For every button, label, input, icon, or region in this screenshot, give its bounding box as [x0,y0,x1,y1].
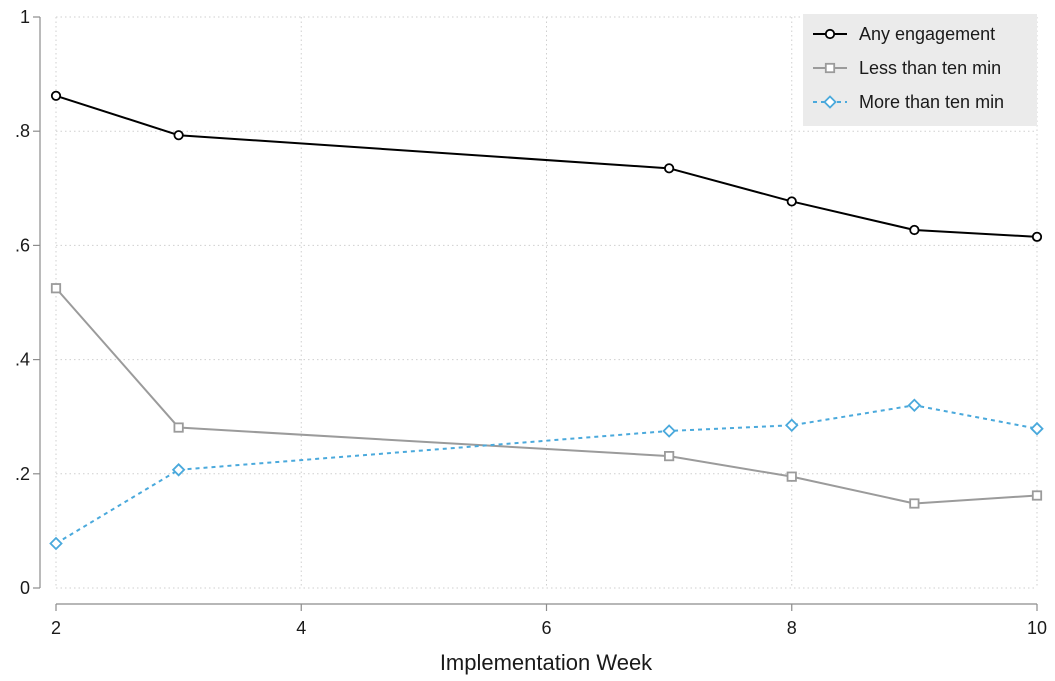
data-point [173,422,184,433]
legend: Any engagement Less than ten min More than… [803,14,1037,126]
data-point [1030,421,1044,436]
x-tick-label: 10 [1027,618,1047,638]
data-point [1031,490,1043,501]
data-point [664,450,675,462]
data-point [907,398,922,413]
series-0 [50,90,1043,242]
x-tick-label: 2 [51,618,61,638]
y-tick-label: .2 [15,464,30,484]
legend-label: Less than ten min [859,58,1001,78]
series-line [55,287,1038,505]
data-point [784,418,799,433]
data-point [909,224,920,236]
data-point [171,463,186,477]
legend-item: Less than ten min [813,58,1001,78]
data-point [49,536,63,551]
x-tick-label: 8 [787,618,797,638]
series-layer [49,90,1044,551]
y-tick-label: .6 [15,235,30,255]
series-2 [49,398,1044,551]
y-tick-label: .8 [15,121,30,141]
data-point [786,196,797,207]
data-point [1031,231,1043,242]
legend-swatch-marker [824,62,836,74]
data-point [909,498,920,509]
y-tick-label: 0 [20,578,30,598]
legend-item: More than ten min [813,92,1004,112]
x-tick-label: 4 [296,618,306,638]
x-tick-label: 6 [541,618,551,638]
legend-label: More than ten min [859,92,1004,112]
series-line [55,94,1038,238]
legend-swatch-marker [824,28,836,40]
data-point [50,283,62,294]
series-line [55,404,1038,545]
data-point [664,163,675,174]
legend-label: Any engagement [859,24,995,44]
x-axis-title: Implementation Week [440,650,653,675]
y-tick-label: 1 [20,7,30,27]
legend-box [803,14,1037,126]
legend-item: Any engagement [813,24,995,44]
data-point [50,90,62,101]
data-point [173,130,184,141]
series-1 [50,283,1043,509]
axis-layer: 0 .2 .4 .6 .8 1 2 4 6 8 10 [15,7,1047,638]
data-point [786,471,797,482]
data-point [662,424,676,438]
y-tick-label: .4 [15,350,30,370]
legend-swatch-marker [823,95,837,109]
